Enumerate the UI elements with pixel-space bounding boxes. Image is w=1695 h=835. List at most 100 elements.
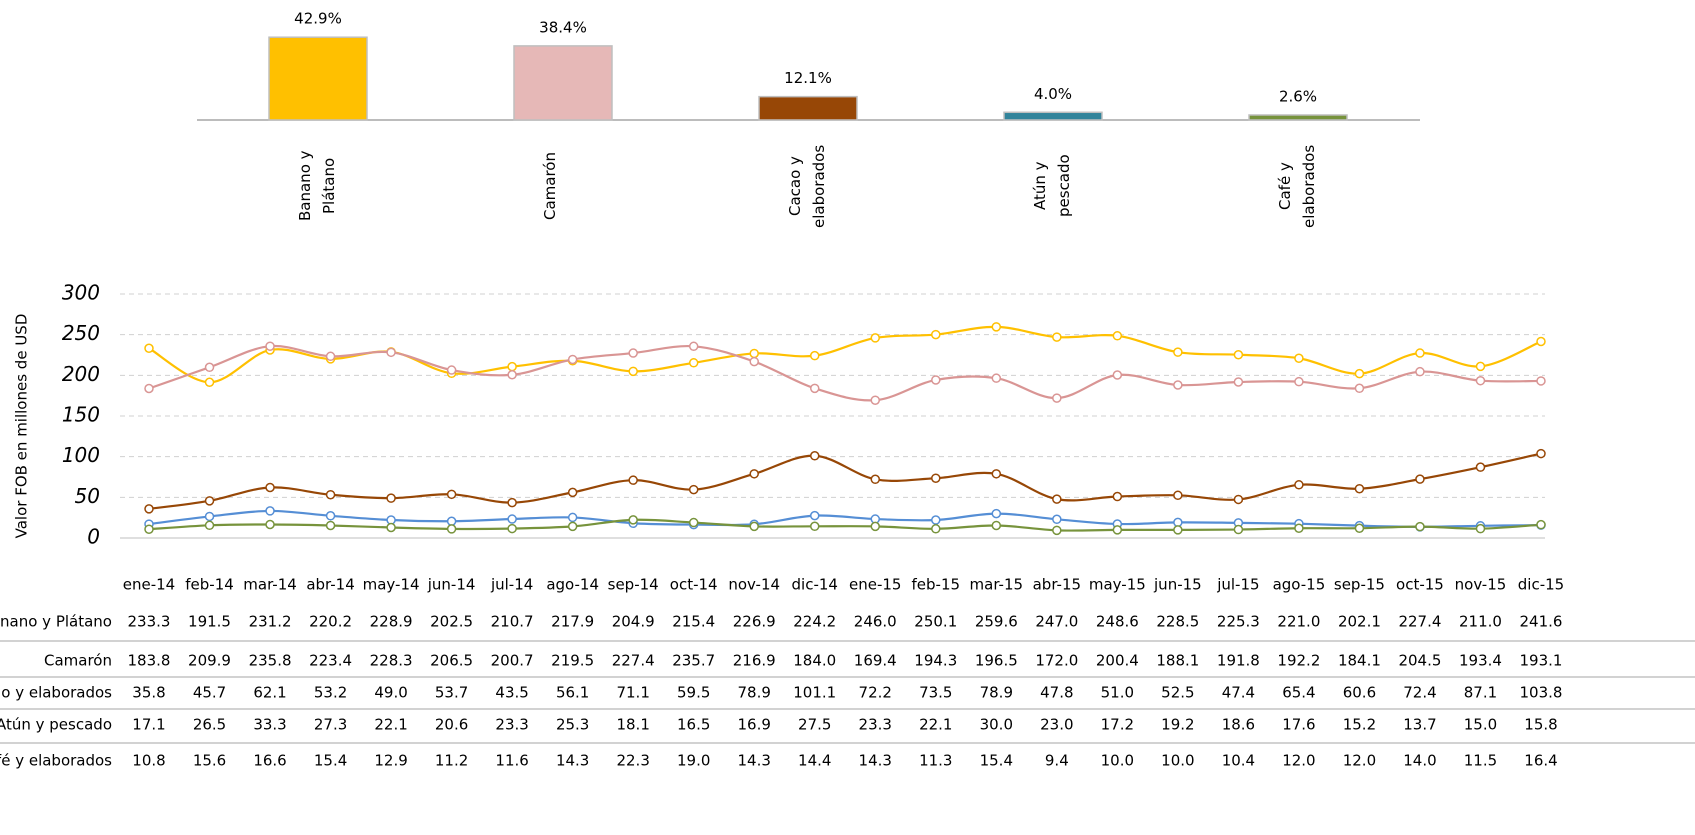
table-cell: 210.7 [491, 613, 534, 631]
table-cell: 226.9 [733, 613, 776, 631]
point [144, 504, 154, 514]
point [931, 515, 941, 525]
table-cell: 14.0 [1403, 752, 1436, 770]
table-cell: 11.2 [435, 752, 468, 770]
table-cell: 72.2 [859, 684, 892, 702]
table-cell: 204.9 [612, 613, 655, 631]
point [1233, 350, 1244, 360]
y-axis-title: Valor FOB en millones de USD [13, 314, 31, 539]
table-cell: 15.0 [1464, 716, 1497, 734]
point [870, 333, 881, 343]
row-label: Atún y pescado [0, 716, 112, 734]
table-cell: 56.1 [556, 684, 589, 702]
table-cell: 12.0 [1282, 752, 1315, 770]
point [1233, 524, 1244, 535]
point [204, 520, 215, 531]
table-cell: 192.2 [1277, 652, 1320, 670]
table-cell: 9.4 [1045, 752, 1069, 770]
series-line [148, 509, 1542, 528]
series-line [148, 518, 1542, 532]
point [809, 510, 820, 521]
table-cell: 18.6 [1222, 716, 1255, 734]
point [1536, 448, 1546, 459]
table-cell: 71.1 [616, 684, 649, 702]
point [991, 508, 1002, 519]
bar [513, 45, 613, 121]
table-cell: 206.5 [430, 652, 473, 670]
table-cell: 49.0 [374, 684, 407, 702]
point [809, 521, 820, 532]
x-tick-label: may-14 [363, 576, 420, 594]
table-cell: 52.5 [1161, 684, 1194, 702]
table-cell: 10.4 [1222, 752, 1255, 770]
point [325, 511, 336, 521]
table-cell: 188.1 [1156, 652, 1199, 670]
x-tick-label: jul-14 [490, 576, 533, 594]
bar [268, 36, 368, 121]
table-cell: 16.5 [677, 716, 710, 734]
point [1052, 514, 1062, 525]
table-cell: 184.1 [1338, 652, 1381, 670]
point [1415, 521, 1425, 532]
bar [1248, 114, 1348, 121]
table-cell: 22.1 [374, 716, 407, 734]
point [507, 370, 517, 380]
point [325, 489, 336, 500]
table-cell: 101.1 [793, 684, 836, 702]
table-cell: 209.9 [188, 652, 231, 670]
point [931, 524, 941, 534]
point [1415, 348, 1425, 358]
table-cell: 15.6 [193, 752, 226, 770]
y-tick-label: 200 [62, 362, 100, 386]
point [1112, 491, 1123, 502]
point [204, 511, 215, 522]
point [1475, 361, 1486, 372]
point [1112, 331, 1123, 341]
point [991, 322, 1002, 332]
table-cell: 10.0 [1101, 752, 1134, 770]
table-cell: 16.6 [253, 752, 286, 770]
table-cell: 11.6 [495, 752, 528, 770]
point [870, 395, 881, 405]
table-cell: 15.4 [980, 752, 1013, 770]
table-cell: 23.3 [859, 716, 892, 734]
point [1536, 336, 1546, 347]
table-cell: 14.4 [798, 752, 831, 770]
table-cell: 23.3 [495, 716, 528, 734]
table-cell: 193.1 [1520, 652, 1563, 670]
point [628, 348, 638, 358]
point [991, 520, 1002, 531]
point [567, 512, 578, 523]
x-tick-label: feb-15 [912, 576, 961, 594]
value-label: 42.9% [294, 10, 342, 28]
category-label: Atún y pescado [1031, 154, 1073, 218]
table-cell: 191.5 [188, 613, 231, 631]
point [628, 515, 638, 525]
series-line [148, 344, 1542, 402]
x-tick-label: nov-14 [728, 576, 780, 594]
table-cell: 25.3 [556, 716, 589, 734]
point [688, 341, 699, 352]
table-cell: 53.2 [314, 684, 347, 702]
y-tick-label: 0 [87, 525, 100, 549]
point [386, 522, 396, 533]
point [507, 361, 517, 372]
x-tick-label: dic-15 [1518, 576, 1564, 594]
table-cell: 62.1 [253, 684, 286, 702]
x-tick-label: ene-15 [849, 576, 901, 594]
table-cell: 27.3 [314, 716, 347, 734]
table-cell: 183.8 [128, 652, 171, 670]
point [1536, 519, 1546, 530]
point [1354, 383, 1365, 394]
point [1173, 490, 1183, 501]
table-cell: 246.0 [854, 613, 897, 631]
x-tick-label: may-15 [1089, 576, 1146, 594]
point [265, 519, 275, 530]
table-cell: 30.0 [980, 716, 1013, 734]
row-label: Cacao y elaborados [0, 684, 112, 702]
table-cell: 19.0 [677, 752, 710, 770]
point [265, 341, 275, 351]
bar [758, 95, 858, 121]
point [749, 356, 759, 367]
table-cell: 204.5 [1398, 652, 1441, 670]
